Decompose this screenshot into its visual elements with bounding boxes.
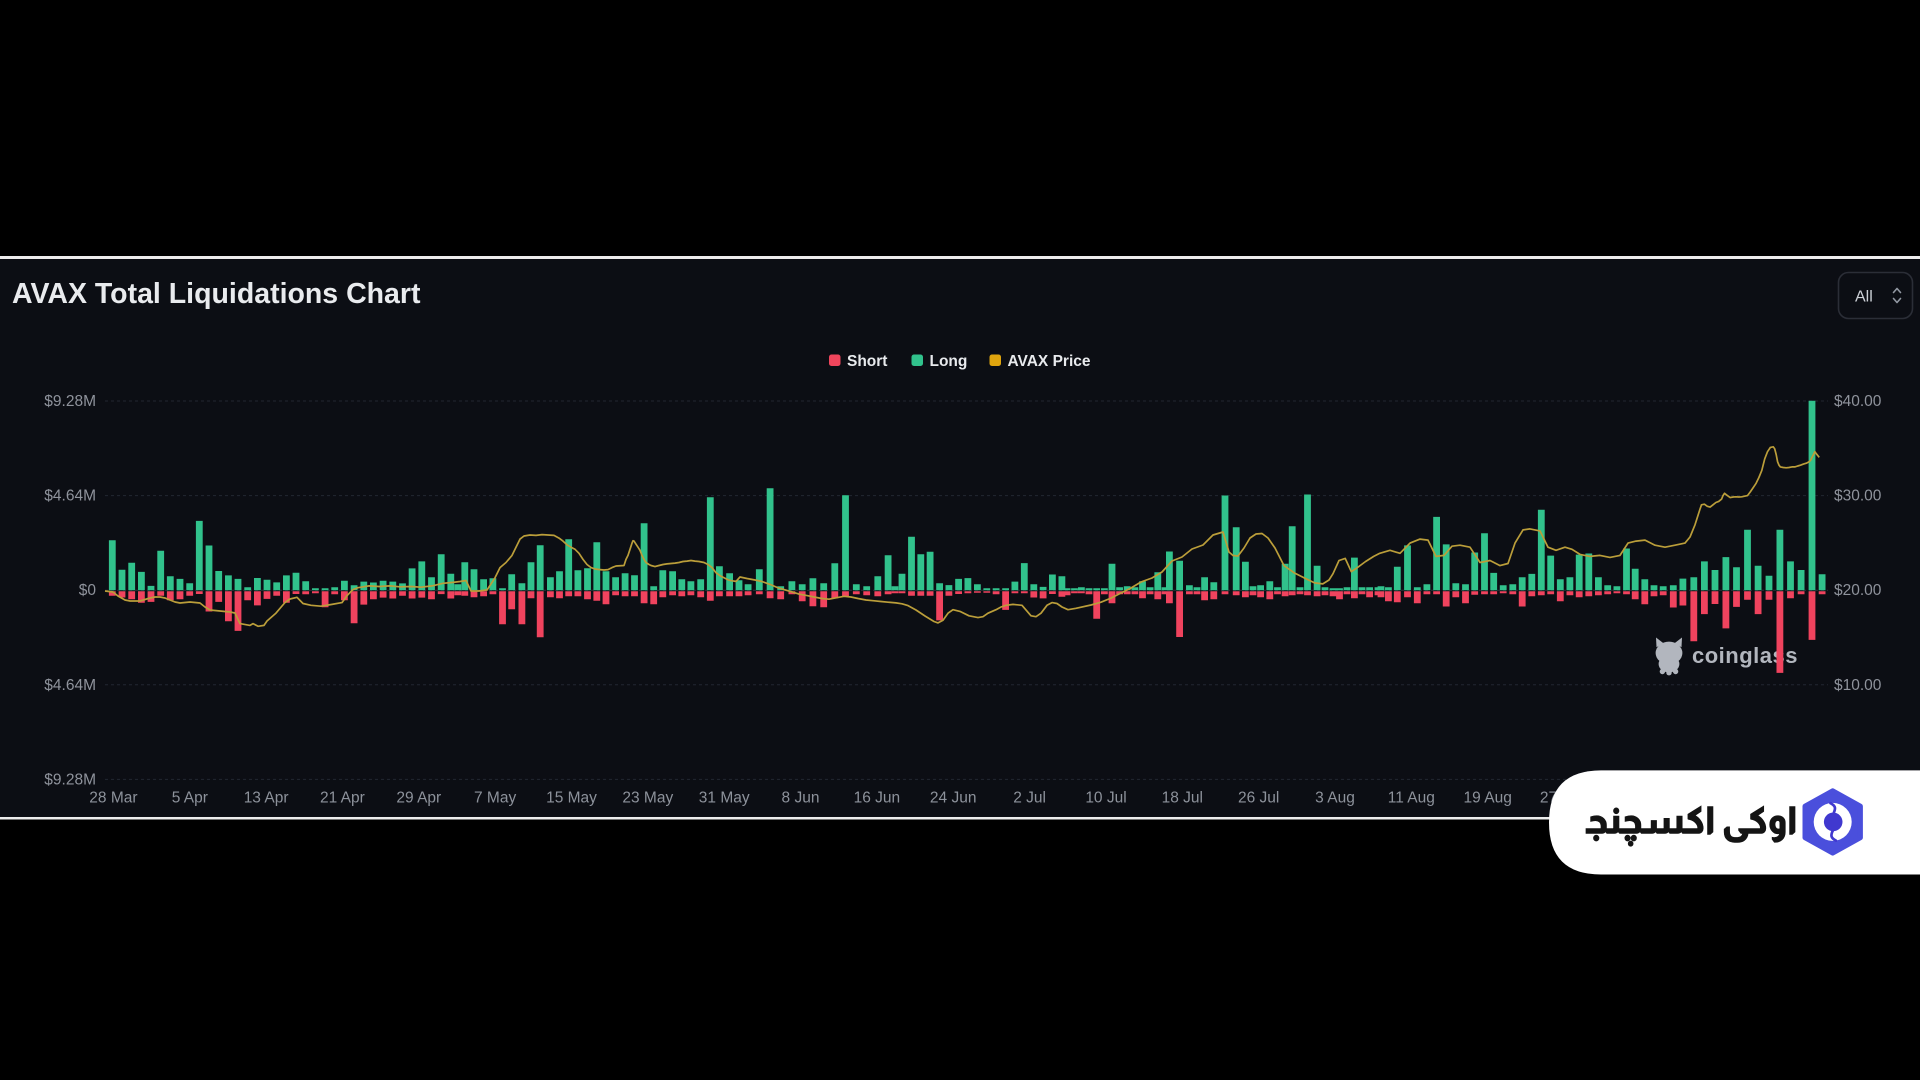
svg-text:$9.28M: $9.28M — [44, 393, 96, 410]
svg-text:$10.00: $10.00 — [1834, 677, 1882, 694]
svg-text:8 Jun: 8 Jun — [782, 790, 820, 807]
svg-text:24 Jun: 24 Jun — [930, 790, 977, 807]
svg-text:$30.00: $30.00 — [1834, 488, 1882, 505]
svg-text:19 Aug: 19 Aug — [1464, 790, 1512, 807]
svg-text:AVAX Price: AVAX Price — [1008, 353, 1091, 370]
svg-text:28 Mar: 28 Mar — [89, 790, 137, 807]
svg-text:$4.64M: $4.64M — [44, 488, 96, 505]
svg-text:Short: Short — [847, 353, 887, 370]
svg-text:Long: Long — [930, 353, 968, 370]
svg-text:23 May: 23 May — [622, 790, 673, 807]
svg-text:All: All — [1855, 289, 1873, 306]
svg-text:AVAX Total Liquidations Chart: AVAX Total Liquidations Chart — [12, 278, 421, 310]
svg-text:18 Jul: 18 Jul — [1162, 790, 1203, 807]
svg-text:2 Jul: 2 Jul — [1013, 790, 1046, 807]
svg-text:31 May: 31 May — [699, 790, 750, 807]
svg-text:$0: $0 — [79, 582, 97, 599]
svg-text:29 Apr: 29 Apr — [396, 790, 441, 807]
svg-text:$20.00: $20.00 — [1834, 582, 1882, 599]
svg-text:21 Apr: 21 Apr — [320, 790, 365, 807]
svg-text:26 Jul: 26 Jul — [1238, 790, 1279, 807]
svg-text:$40.00: $40.00 — [1834, 393, 1882, 410]
svg-text:$4.64M: $4.64M — [44, 677, 96, 694]
svg-text:10 Jul: 10 Jul — [1085, 790, 1126, 807]
svg-text:5 Apr: 5 Apr — [172, 790, 208, 807]
svg-text:3 Aug: 3 Aug — [1315, 790, 1355, 807]
svg-text:11 Aug: 11 Aug — [1388, 790, 1435, 807]
svg-text:16 Jun: 16 Jun — [854, 790, 901, 807]
svg-text:13 Apr: 13 Apr — [244, 790, 289, 807]
svg-text:15 May: 15 May — [546, 790, 597, 807]
svg-text:7 May: 7 May — [474, 790, 516, 807]
svg-text:$9.28M: $9.28M — [44, 771, 96, 788]
